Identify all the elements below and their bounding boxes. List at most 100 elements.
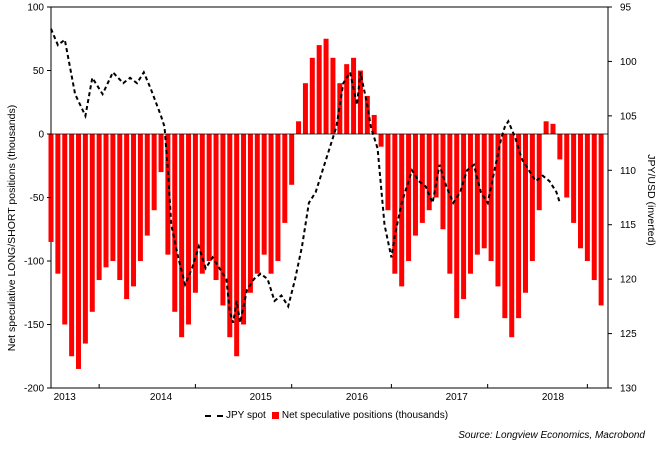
right-tick-label: 120 xyxy=(620,275,637,286)
x-tick-label: 2016 xyxy=(346,392,369,403)
bar-7 xyxy=(96,134,102,281)
bar-68 xyxy=(516,134,522,319)
legend-line-swatch xyxy=(205,414,223,417)
x-tick-label: 2014 xyxy=(150,392,173,403)
bar-43 xyxy=(344,64,350,134)
left-tick-label: -100 xyxy=(24,257,44,268)
bar-78 xyxy=(584,134,590,261)
left-tick-label: 0 xyxy=(38,130,44,141)
bar-73 xyxy=(550,123,556,134)
right-tick-label: 130 xyxy=(620,384,637,395)
legend-bar-swatch xyxy=(271,412,279,419)
right-axis: 95 100 105 110 115 120 125 130 xyxy=(608,3,637,395)
bar-8 xyxy=(103,134,109,268)
bar-40 xyxy=(323,38,329,134)
bar-12 xyxy=(131,134,137,287)
legend-label-jpy: JPY spot xyxy=(226,410,266,421)
bar-27 xyxy=(234,134,240,357)
right-tick-label: 110 xyxy=(620,166,636,177)
bar-41 xyxy=(330,57,336,134)
bar-59 xyxy=(454,134,460,319)
legend-label-positions: Net speculative positions (thousands) xyxy=(281,410,449,421)
bar-25 xyxy=(220,134,226,306)
bar-3 xyxy=(69,134,75,357)
left-tick-label: 50 xyxy=(33,66,45,77)
bar-51 xyxy=(399,134,405,287)
bar-35 xyxy=(289,134,295,185)
bar-47 xyxy=(371,114,377,134)
bar-17 xyxy=(165,134,171,255)
bar-75 xyxy=(564,134,570,198)
left-tick-label: -200 xyxy=(24,384,44,395)
bar-2 xyxy=(62,134,68,325)
bar-74 xyxy=(557,134,563,160)
bar-1 xyxy=(55,134,61,274)
right-tick-label: 95 xyxy=(620,3,632,14)
bar-6 xyxy=(89,134,95,312)
bars-layer xyxy=(48,38,604,369)
left-tick-label: -50 xyxy=(30,193,45,204)
bar-48 xyxy=(378,134,384,147)
bar-46 xyxy=(364,95,370,134)
bar-70 xyxy=(529,134,535,261)
legend: JPY spot Net speculative positions (thou… xyxy=(205,410,454,421)
bar-76 xyxy=(571,134,577,223)
legend-item-jpy: JPY spot xyxy=(205,410,266,421)
bar-13 xyxy=(137,134,143,261)
right-tick-label: 100 xyxy=(620,57,637,68)
bar-49 xyxy=(385,134,391,211)
bar-20 xyxy=(186,134,192,325)
bar-58 xyxy=(447,134,453,274)
bar-45 xyxy=(357,70,363,134)
bar-71 xyxy=(536,134,542,211)
bar-23 xyxy=(206,134,212,261)
x-tick-label: 2015 xyxy=(250,392,273,403)
x-tick-label: 2013 xyxy=(54,392,77,403)
bar-15 xyxy=(151,134,157,211)
bar-79 xyxy=(591,134,597,281)
left-axis: 100 50 0 -50 -100 -150 -200 xyxy=(24,3,51,395)
bar-64 xyxy=(488,134,494,261)
bar-10 xyxy=(117,134,123,281)
left-tick-label: 100 xyxy=(27,3,44,14)
bar-63 xyxy=(481,134,487,249)
bar-22 xyxy=(199,134,205,274)
bar-31 xyxy=(261,134,267,255)
right-tick-label: 125 xyxy=(620,329,637,340)
bar-34 xyxy=(282,134,288,223)
bar-62 xyxy=(474,134,480,255)
left-tick-label: -150 xyxy=(24,320,44,331)
bar-29 xyxy=(247,134,253,293)
bar-61 xyxy=(467,134,473,274)
bar-33 xyxy=(275,134,281,261)
bar-39 xyxy=(316,45,322,134)
bar-80 xyxy=(598,134,604,306)
bar-56 xyxy=(433,134,439,198)
bar-5 xyxy=(82,134,88,344)
x-tick-label: 2017 xyxy=(446,392,469,403)
bar-66 xyxy=(502,134,508,319)
bar-11 xyxy=(124,134,130,300)
bar-54 xyxy=(419,134,425,223)
bar-18 xyxy=(172,134,178,312)
jpy-spot-line xyxy=(50,28,561,323)
bar-9 xyxy=(110,134,116,261)
bar-69 xyxy=(522,134,528,293)
x-axis: 2013 2014 2015 2016 2017 2018 xyxy=(54,384,588,403)
right-axis-title: JPY/USD (inverted) xyxy=(645,154,657,246)
bar-77 xyxy=(577,134,583,249)
bar-19 xyxy=(179,134,185,338)
bar-28 xyxy=(241,134,247,325)
bar-26 xyxy=(227,134,233,338)
bar-0 xyxy=(48,134,54,242)
legend-item-positions: Net speculative positions (thousands) xyxy=(271,410,449,421)
bar-38 xyxy=(309,57,315,134)
right-tick-label: 105 xyxy=(620,111,637,122)
bar-72 xyxy=(543,121,549,134)
bar-60 xyxy=(461,134,467,300)
bar-55 xyxy=(426,134,432,211)
bar-30 xyxy=(254,134,260,274)
bar-32 xyxy=(268,134,274,274)
bar-44 xyxy=(351,57,357,134)
